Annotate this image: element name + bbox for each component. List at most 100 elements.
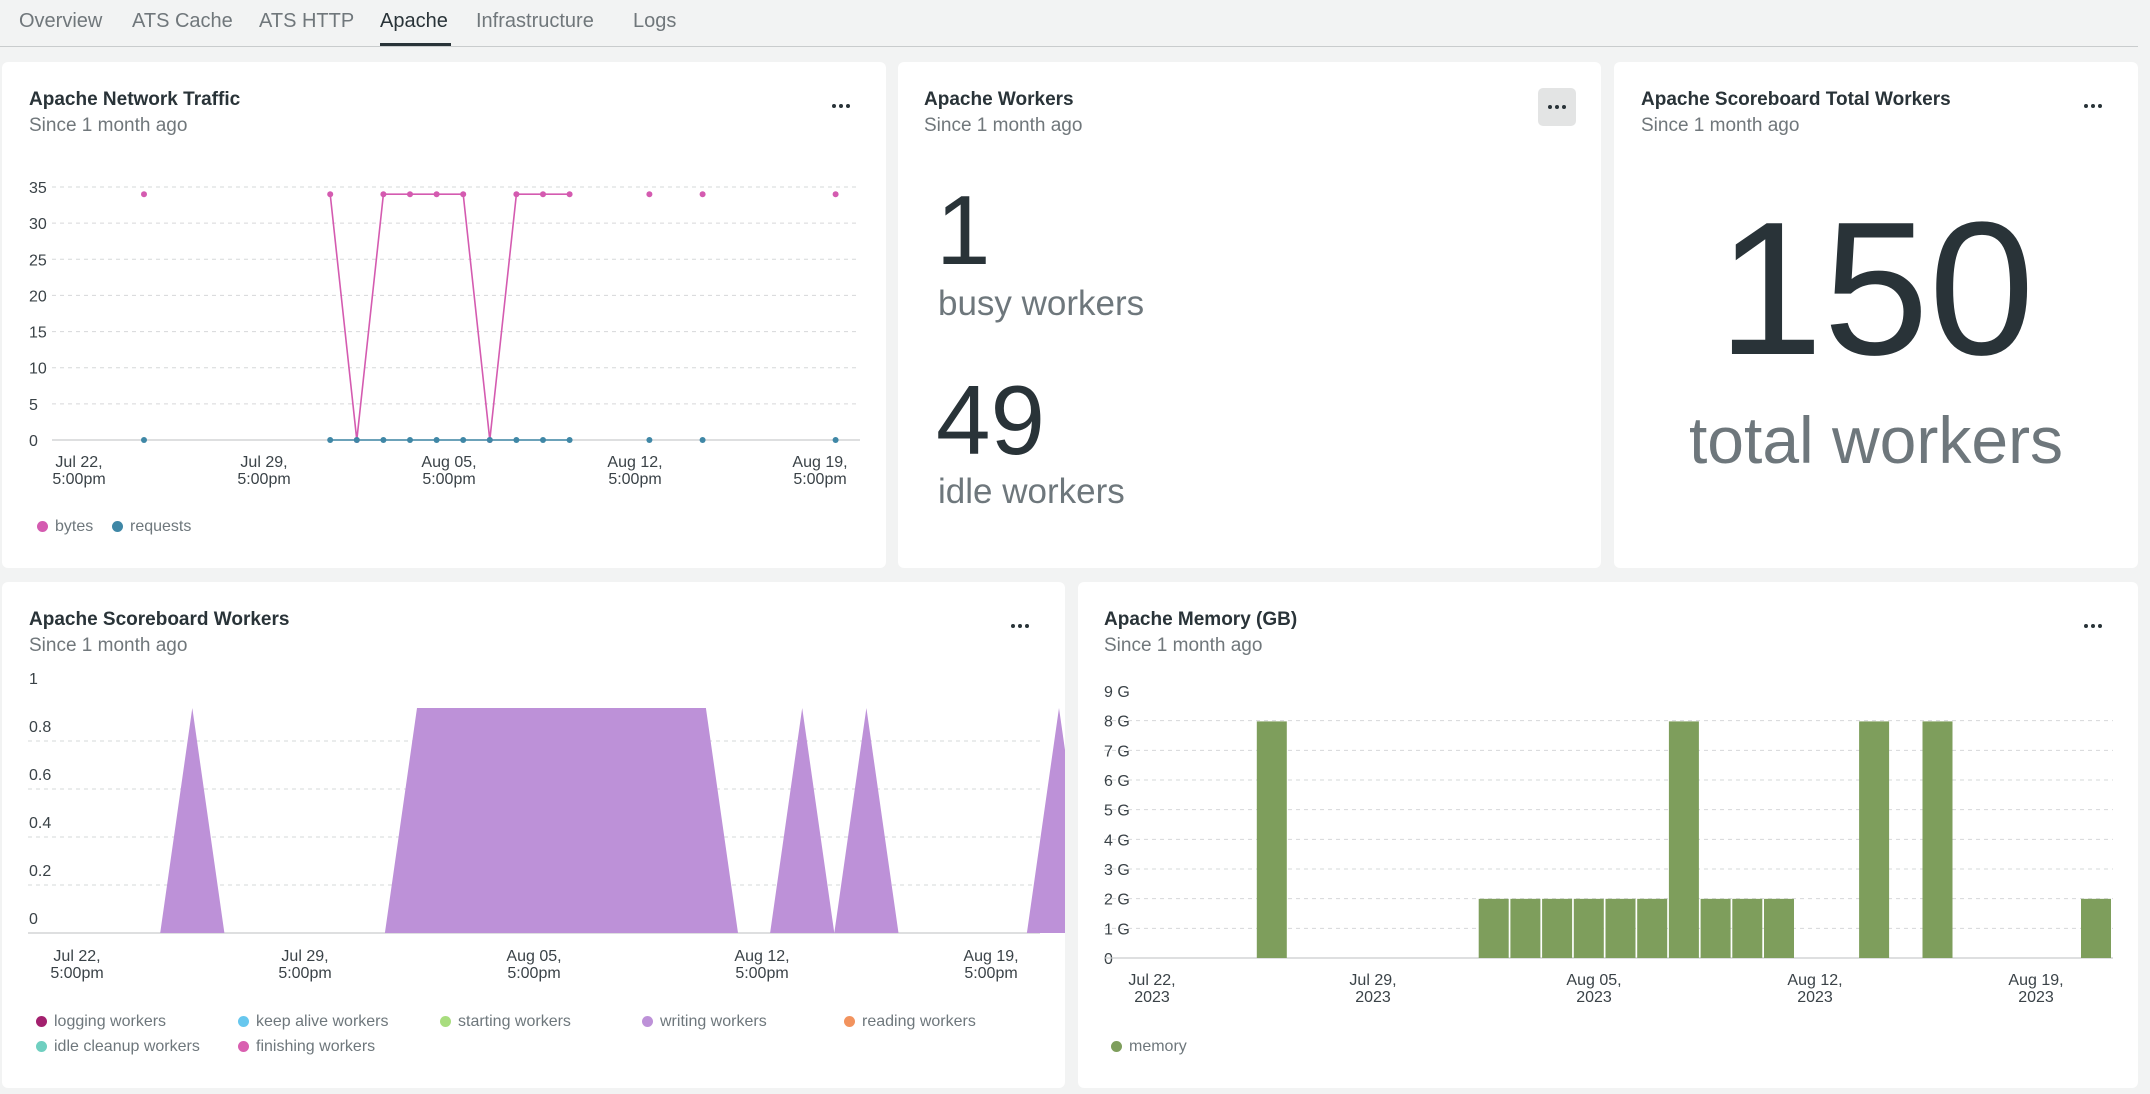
card-title: Apache Network Traffic <box>29 89 241 110</box>
data-point-bytes <box>141 191 147 198</box>
network-traffic-card: Apache Network Traffic Since 1 month ago… <box>2 62 886 568</box>
active-tab-indicator <box>380 43 451 46</box>
data-point-requests <box>353 437 360 443</box>
bar <box>1542 898 1573 958</box>
tab-bar: Overview ATS Cache ATS HTTP Apache Infra… <box>0 0 2138 47</box>
x-tick-label: Jul 22, <box>53 948 100 965</box>
data-point-requests <box>407 437 413 443</box>
data-point-requests <box>380 437 387 443</box>
scoreboard-workers-card: Apache Scoreboard Workers Since 1 month … <box>2 582 1065 1088</box>
tab-logs[interactable]: Logs <box>633 10 677 32</box>
x-tick-label: 5:00pm <box>52 471 105 488</box>
bar <box>1922 721 1953 958</box>
card-title: Apache Workers <box>924 89 1074 110</box>
legend-item[interactable]: idle cleanup workers <box>36 1038 200 1056</box>
legend-item[interactable]: reading workers <box>844 1013 976 1031</box>
bar <box>1764 898 1794 958</box>
x-tick-label: Jul 29, <box>240 454 287 471</box>
legend-label: logging workers <box>54 1013 167 1030</box>
x-tick-label: Aug 05, <box>506 948 561 965</box>
x-tick-label: Aug 05, <box>421 454 476 471</box>
data-point-bytes <box>407 191 413 198</box>
tab-ats-cache[interactable]: ATS Cache <box>132 10 233 32</box>
data-point-bytes <box>566 191 573 198</box>
data-point-requests <box>327 437 334 443</box>
bar <box>1637 898 1668 958</box>
bar <box>1510 898 1541 958</box>
y-tick-label: 9 G <box>1104 684 1130 701</box>
y-tick-label: 30 <box>29 216 47 233</box>
tab-apache[interactable]: Apache <box>380 10 448 32</box>
area-writing workers <box>96 708 1065 933</box>
bar <box>1605 898 1636 958</box>
x-tick-label: Aug 19, <box>2008 972 2063 989</box>
card-title: Apache Memory (GB) <box>1104 609 1298 630</box>
x-tick-label: 2023 <box>2018 989 2054 1006</box>
y-tick-label: 6 G <box>1104 773 1130 790</box>
legend-item[interactable]: logging workers <box>36 1013 166 1031</box>
data-point-bytes <box>832 191 839 198</box>
legend-item[interactable]: keep alive workers <box>238 1013 389 1031</box>
series-line-bytes <box>329 193 570 441</box>
x-tick-label: Aug 12, <box>734 948 789 965</box>
y-tick-label: 35 <box>29 180 47 197</box>
legend-dot-icon <box>440 1016 451 1027</box>
tab-overview[interactable]: Overview <box>19 10 103 32</box>
more-options-icon[interactable] <box>1001 607 1039 645</box>
card-subtitle: Since 1 month ago <box>924 115 1083 136</box>
bar <box>2081 898 2111 958</box>
card-subtitle: Since 1 month ago <box>29 115 188 136</box>
data-point-bytes <box>646 191 653 198</box>
y-tick-label: 1 G <box>1104 921 1130 938</box>
card-subtitle: Since 1 month ago <box>1104 635 1263 656</box>
x-tick-label: Aug 12, <box>1787 972 1842 989</box>
legend-item[interactable]: memory <box>1111 1038 1187 1056</box>
data-point-bytes <box>699 191 706 198</box>
data-point-requests <box>141 437 147 443</box>
legend-label: keep alive workers <box>256 1013 389 1030</box>
card-subtitle: Since 1 month ago <box>29 635 188 656</box>
x-tick-label: Aug 12, <box>607 454 662 471</box>
legend-label: writing workers <box>660 1013 767 1030</box>
y-tick-label: 20 <box>29 288 47 305</box>
data-point-bytes <box>540 191 546 198</box>
bar <box>1478 898 1509 958</box>
legend-label: reading workers <box>862 1013 976 1030</box>
legend-item[interactable]: finishing workers <box>238 1038 375 1056</box>
x-tick-label: Aug 19, <box>792 454 847 471</box>
memory-card: Apache Memory (GB) Since 1 month ago 9 G… <box>1078 582 2138 1088</box>
tab-ats-http[interactable]: ATS HTTP <box>259 10 355 32</box>
total-workers-value: 150 <box>1717 183 2035 395</box>
more-options-icon[interactable] <box>1538 88 1576 126</box>
tab-infrastructure[interactable]: Infrastructure <box>476 10 594 32</box>
legend-label: idle cleanup workers <box>54 1038 200 1055</box>
more-options-icon[interactable] <box>2074 87 2112 125</box>
more-options-icon[interactable] <box>822 87 860 125</box>
legend-item[interactable]: starting workers <box>440 1013 571 1031</box>
data-point-requests <box>460 437 467 443</box>
legend-label: requests <box>130 518 192 535</box>
legend-item[interactable]: bytes <box>37 518 93 536</box>
legend-item[interactable]: writing workers <box>642 1013 767 1031</box>
y-tick-label: 1 <box>29 671 38 688</box>
data-point-requests <box>513 437 520 443</box>
more-options-icon[interactable] <box>2074 607 2112 645</box>
x-tick-label: 5:00pm <box>237 471 290 488</box>
legend-dot-icon <box>37 521 48 532</box>
legend-item[interactable]: requests <box>112 518 191 536</box>
y-tick-label: 0 <box>29 911 38 928</box>
data-point-requests <box>832 437 839 443</box>
card-title: Apache Scoreboard Total Workers <box>1641 89 1951 110</box>
bar <box>1700 898 1731 958</box>
bar <box>1256 721 1287 958</box>
bar <box>1732 898 1763 958</box>
legend-dot-icon <box>36 1016 47 1027</box>
legend-dot-icon <box>36 1041 47 1052</box>
x-tick-label: 2023 <box>1576 989 1612 1006</box>
bar <box>1573 898 1604 958</box>
bar <box>1668 721 1699 958</box>
y-tick-label: 8 G <box>1104 714 1130 731</box>
y-tick-label: 15 <box>29 325 47 342</box>
y-tick-label: 3 G <box>1104 862 1130 879</box>
